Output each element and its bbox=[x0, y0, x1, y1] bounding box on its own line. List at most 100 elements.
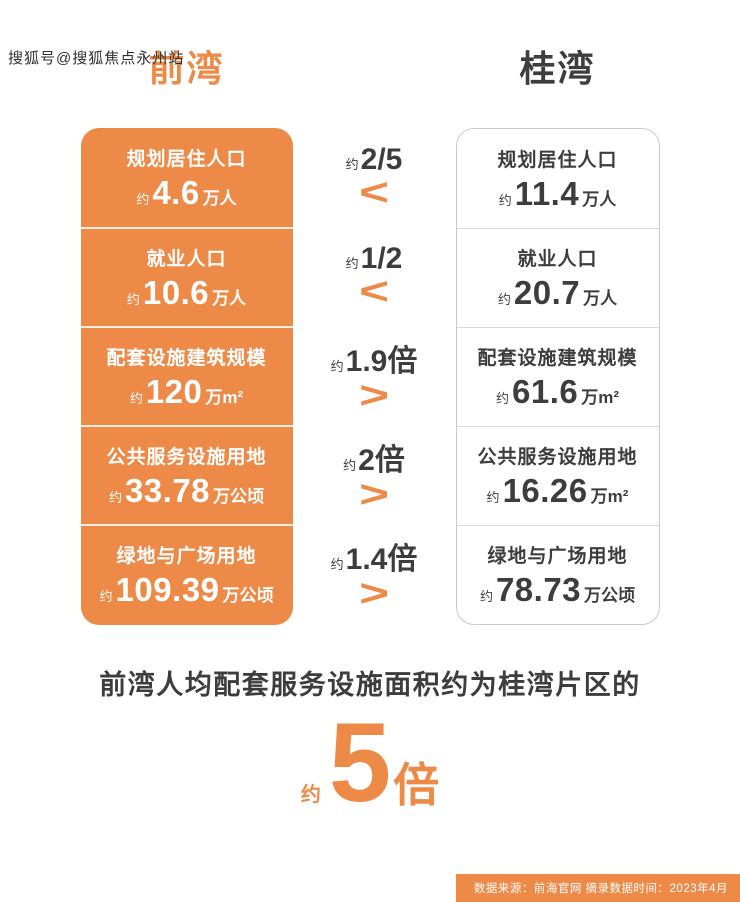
guiwan-column: 规划居住人口 约 11.4 万人 就业人口 约 20.7 万人 配套设施建筑规模 bbox=[455, 128, 660, 625]
value-unit: 万人 bbox=[583, 289, 618, 308]
ratio-number: 2/5 bbox=[360, 143, 403, 177]
value-number: 120 bbox=[145, 372, 203, 410]
comparison-table: 规划居住人口 约 4.6 万人 就业人口 约 10.6 万人 配套设施建筑规模 … bbox=[80, 128, 660, 625]
guiwan-row-population: 规划居住人口 约 11.4 万人 bbox=[457, 129, 659, 228]
value-unit: 万m² bbox=[581, 388, 620, 407]
guiwan-header: 桂湾 bbox=[519, 48, 596, 89]
ratio-number: 1.9倍 bbox=[345, 345, 418, 379]
ratio-row-facility-scale: 约 1.9倍 > bbox=[293, 326, 456, 425]
ratio-row-employment: 约 1/2 < bbox=[293, 227, 456, 326]
row-value: 约 4.6 万人 bbox=[136, 174, 236, 212]
value-number: 11.4 bbox=[514, 174, 580, 212]
row-value: 约 11.4 万人 bbox=[499, 175, 616, 213]
ratio-value: 约 2倍 bbox=[343, 435, 405, 479]
ratio-row-population: 约 2/5 < bbox=[293, 128, 456, 227]
ratio-column: 约 2/5 < 约 1/2 < 约 1.9倍 > bbox=[293, 128, 456, 625]
infographic-page: 搜狐号@搜狐焦点永州站 前湾 桂湾 规划居住人口 约 4.6 万人 就业人口 约… bbox=[0, 40, 740, 902]
row-label: 配套设施建筑规模 bbox=[106, 347, 267, 369]
value-unit: 万m² bbox=[205, 387, 244, 407]
greater-than-icon: > bbox=[359, 474, 389, 517]
row-label: 绿地与广场用地 bbox=[116, 545, 257, 567]
value-number: 78.73 bbox=[495, 571, 582, 608]
value-unit: 万m² bbox=[590, 487, 629, 506]
value-number: 10.6 bbox=[142, 273, 210, 311]
ratio-row-public-service-land: 约 2倍 > bbox=[293, 425, 456, 524]
multiplier-value: 5 bbox=[328, 699, 392, 825]
approx-prefix: 约 bbox=[330, 359, 344, 375]
watermark: 搜狐号@搜狐焦点永州站 bbox=[8, 50, 185, 67]
guiwan-row-public-service-land: 公共服务设施用地 约 16.26 万m² bbox=[456, 426, 659, 525]
value-unit: 万人 bbox=[212, 288, 247, 308]
multiplier: 约 5 倍 bbox=[0, 699, 740, 825]
row-label: 规划居住人口 bbox=[497, 149, 618, 171]
approx-prefix: 约 bbox=[497, 292, 511, 307]
approx-prefix: 约 bbox=[330, 557, 344, 573]
value-number: 4.6 bbox=[152, 173, 200, 211]
greater-than-icon: > bbox=[359, 573, 389, 616]
approx-prefix: 约 bbox=[498, 192, 512, 208]
row-value: 约 10.6 万人 bbox=[127, 274, 246, 312]
header-spacer bbox=[293, 40, 456, 92]
qianwan-row-facility-scale: 配套设施建筑规模 约 120 万m² bbox=[80, 326, 293, 425]
approx-prefix: 约 bbox=[129, 390, 143, 406]
multiplier-unit: 倍 bbox=[393, 758, 440, 811]
qianwan-column: 规划居住人口 约 4.6 万人 就业人口 约 10.6 万人 配套设施建筑规模 … bbox=[80, 128, 293, 625]
row-value: 约 120 万m² bbox=[130, 373, 243, 411]
ratio-value: 约 1.4倍 bbox=[331, 534, 418, 578]
guiwan-row-employment: 就业人口 约 20.7 万人 bbox=[456, 228, 659, 327]
value-unit: 万人 bbox=[202, 188, 237, 208]
row-label: 规划居住人口 bbox=[126, 148, 247, 170]
row-label: 绿地与广场用地 bbox=[487, 546, 628, 567]
row-value: 约 78.73 万公顷 bbox=[480, 571, 635, 609]
row-label: 就业人口 bbox=[517, 249, 598, 270]
qianwan-row-employment: 就业人口 约 10.6 万人 bbox=[80, 227, 293, 326]
row-label: 就业人口 bbox=[146, 248, 227, 270]
approx-prefix: 约 bbox=[345, 256, 359, 272]
greater-than-icon: > bbox=[359, 375, 389, 418]
ratio-value: 约 1/2 bbox=[346, 242, 403, 276]
approx-prefix: 约 bbox=[495, 391, 509, 406]
qianwan-header: 前湾 bbox=[148, 48, 225, 89]
value-number: 16.26 bbox=[502, 472, 588, 509]
value-unit: 万公顷 bbox=[222, 585, 274, 605]
approx-prefix: 约 bbox=[99, 588, 113, 604]
ratio-row-green-land: 约 1.4倍 > bbox=[293, 524, 456, 623]
qianwan-row-population: 规划居住人口 约 4.6 万人 bbox=[81, 128, 293, 227]
approx-prefix: 约 bbox=[126, 291, 140, 307]
ratio-number: 2倍 bbox=[358, 444, 405, 478]
approx-prefix: 约 bbox=[108, 489, 122, 505]
ratio-number: 1.4倍 bbox=[345, 543, 418, 577]
guiwan-row-facility-scale: 配套设施建筑规模 约 61.6 万m² bbox=[456, 327, 659, 426]
ratio-number: 1/2 bbox=[360, 242, 403, 276]
approx-prefix: 约 bbox=[136, 191, 150, 207]
row-label: 公共服务设施用地 bbox=[106, 446, 267, 468]
approx-prefix: 约 bbox=[345, 157, 359, 173]
row-label: 公共服务设施用地 bbox=[477, 447, 638, 468]
value-unit: 万人 bbox=[582, 189, 617, 209]
qianwan-row-public-service-land: 公共服务设施用地 约 33.78 万公顷 bbox=[80, 425, 293, 524]
row-value: 约 33.78 万公顷 bbox=[109, 472, 264, 510]
value-number: 109.39 bbox=[115, 570, 220, 608]
row-value: 约 109.39 万公顷 bbox=[100, 571, 274, 609]
ratio-value: 约 2/5 bbox=[346, 143, 403, 177]
data-source-bar: 数据来源：前海官网 摘录数据时间：2023年4月 bbox=[455, 874, 740, 902]
row-label: 配套设施建筑规模 bbox=[477, 348, 638, 369]
approx-prefix: 约 bbox=[479, 589, 493, 604]
value-number: 33.78 bbox=[124, 471, 211, 509]
multiplier-approx: 约 bbox=[300, 783, 321, 806]
summary-text: 前湾人均配套服务设施面积约为桂湾片区的 bbox=[99, 670, 641, 700]
row-value: 约 61.6 万m² bbox=[496, 373, 619, 411]
guiwan-row-green-land: 绿地与广场用地 约 78.73 万公顷 bbox=[456, 525, 659, 624]
less-than-icon: < bbox=[359, 172, 389, 215]
approx-prefix: 约 bbox=[343, 458, 357, 474]
less-than-icon: < bbox=[359, 271, 389, 314]
approx-prefix: 约 bbox=[486, 490, 500, 505]
value-number: 61.6 bbox=[512, 373, 579, 410]
value-unit: 万公顷 bbox=[584, 586, 636, 605]
qianwan-row-green-land: 绿地与广场用地 约 109.39 万公顷 bbox=[80, 524, 293, 623]
value-unit: 万公顷 bbox=[213, 486, 265, 506]
ratio-value: 约 1.9倍 bbox=[331, 336, 418, 380]
column-headers: 前湾 桂湾 bbox=[81, 40, 660, 92]
row-value: 约 16.26 万m² bbox=[487, 472, 629, 510]
value-number: 20.7 bbox=[513, 274, 581, 311]
